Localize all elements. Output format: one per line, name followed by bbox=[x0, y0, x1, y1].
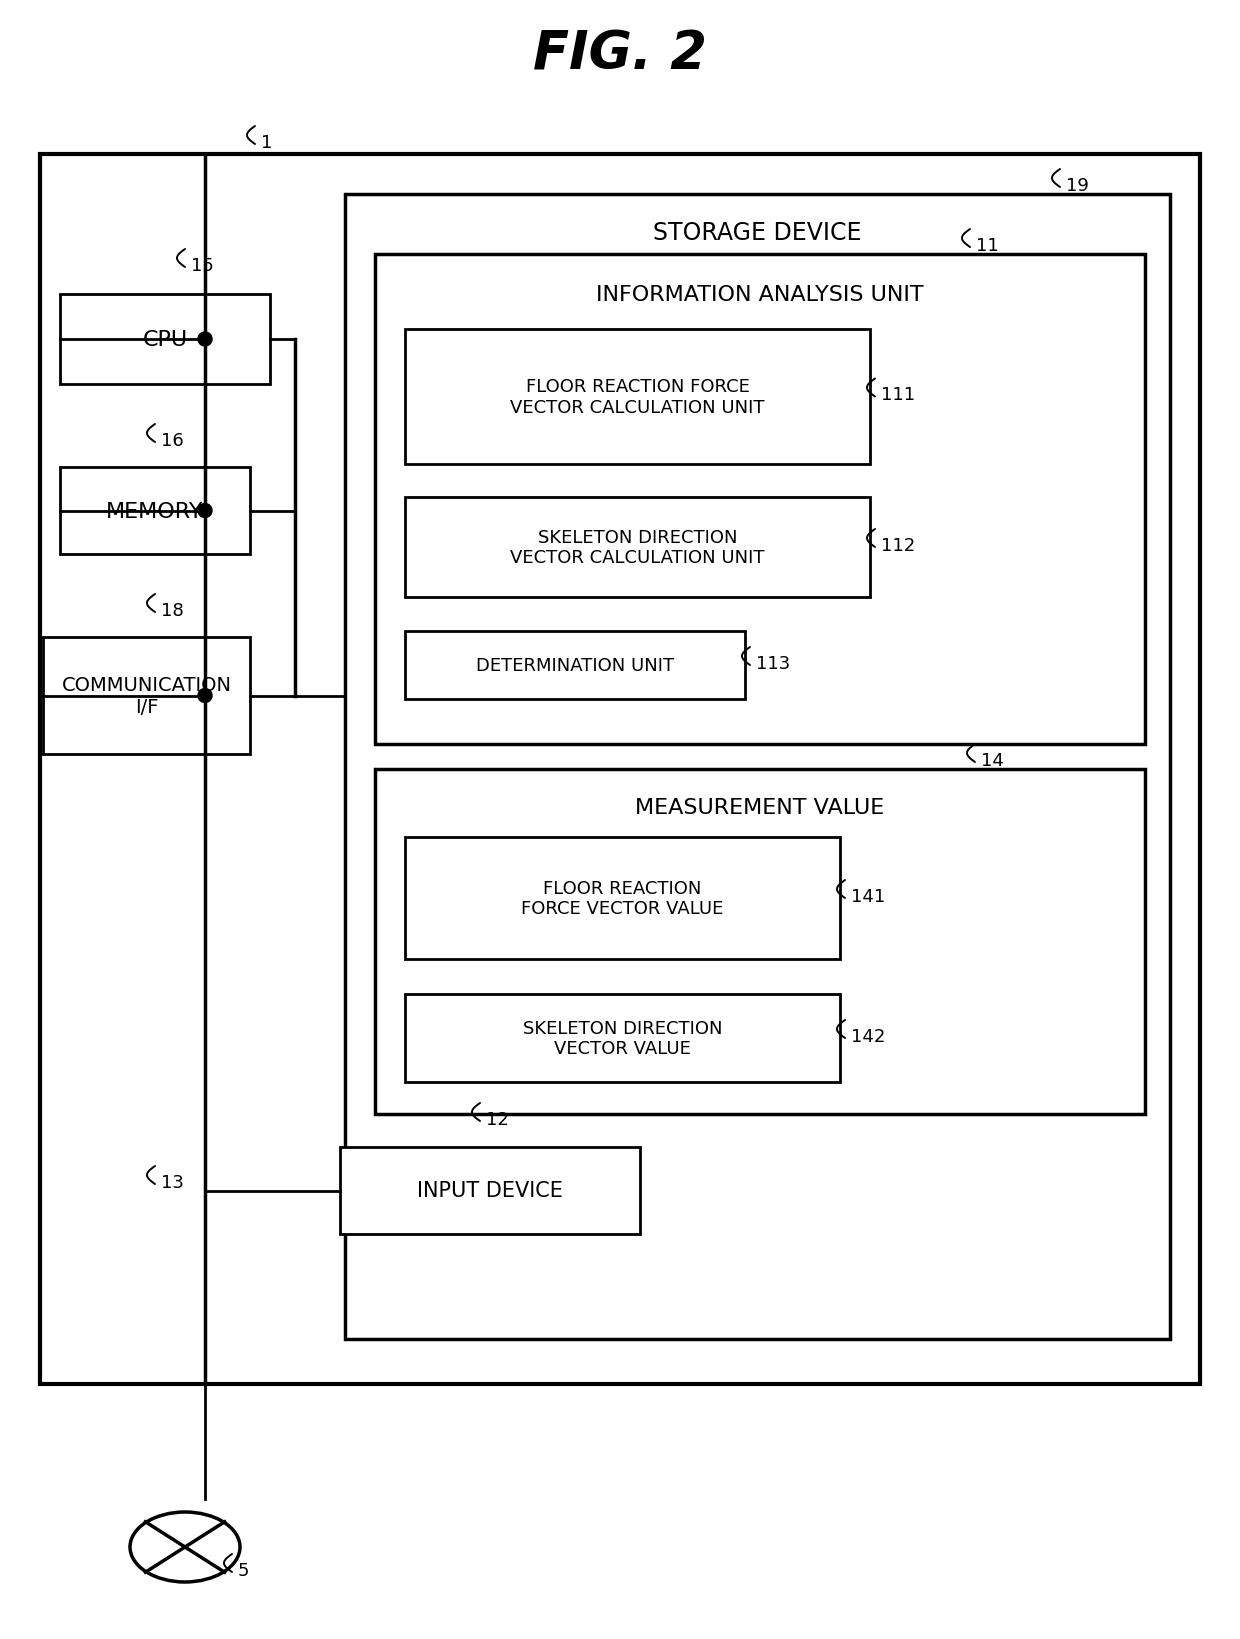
Polygon shape bbox=[40, 156, 1200, 1385]
Polygon shape bbox=[374, 770, 1145, 1115]
Text: 12: 12 bbox=[486, 1110, 508, 1128]
Text: INPUT DEVICE: INPUT DEVICE bbox=[417, 1180, 563, 1201]
Polygon shape bbox=[405, 631, 745, 700]
Text: MEASUREMENT VALUE: MEASUREMENT VALUE bbox=[635, 798, 884, 818]
Text: SKELETON DIRECTION
VECTOR VALUE: SKELETON DIRECTION VECTOR VALUE bbox=[523, 1019, 722, 1057]
Text: 18: 18 bbox=[161, 602, 184, 620]
Text: INFORMATION ANALYSIS UNIT: INFORMATION ANALYSIS UNIT bbox=[596, 285, 924, 305]
Text: FLOOR REACTION FORCE
VECTOR CALCULATION UNIT: FLOOR REACTION FORCE VECTOR CALCULATION … bbox=[510, 379, 765, 416]
Text: COMMUNICATION
I/F: COMMUNICATION I/F bbox=[62, 675, 232, 716]
Text: 19: 19 bbox=[1066, 177, 1089, 195]
Polygon shape bbox=[374, 254, 1145, 744]
Polygon shape bbox=[340, 1147, 640, 1234]
Polygon shape bbox=[405, 995, 839, 1082]
Text: 16: 16 bbox=[161, 431, 184, 449]
Circle shape bbox=[198, 505, 212, 518]
Text: DETERMINATION UNIT: DETERMINATION UNIT bbox=[476, 657, 675, 675]
Polygon shape bbox=[43, 638, 250, 754]
Text: 1: 1 bbox=[260, 134, 273, 152]
Text: 141: 141 bbox=[851, 887, 885, 905]
Polygon shape bbox=[60, 467, 250, 554]
Polygon shape bbox=[405, 498, 870, 598]
Text: SKELETON DIRECTION
VECTOR CALCULATION UNIT: SKELETON DIRECTION VECTOR CALCULATION UN… bbox=[510, 528, 765, 567]
Text: 11: 11 bbox=[976, 238, 998, 254]
Text: 15: 15 bbox=[191, 257, 213, 275]
Text: 14: 14 bbox=[981, 752, 1004, 770]
Text: 113: 113 bbox=[756, 654, 790, 672]
Text: 142: 142 bbox=[851, 1028, 885, 1046]
Polygon shape bbox=[345, 195, 1171, 1339]
Polygon shape bbox=[405, 838, 839, 959]
Text: 13: 13 bbox=[161, 1174, 184, 1192]
Text: FLOOR REACTION
FORCE VECTOR VALUE: FLOOR REACTION FORCE VECTOR VALUE bbox=[521, 879, 724, 918]
Text: FIG. 2: FIG. 2 bbox=[533, 30, 707, 80]
Text: CPU: CPU bbox=[143, 329, 187, 349]
Text: 112: 112 bbox=[880, 536, 915, 554]
Text: 111: 111 bbox=[880, 387, 915, 405]
Text: MEMORY: MEMORY bbox=[107, 502, 203, 521]
Polygon shape bbox=[405, 329, 870, 465]
Text: 5: 5 bbox=[238, 1560, 249, 1578]
Circle shape bbox=[198, 688, 212, 703]
Circle shape bbox=[198, 333, 212, 347]
Text: STORAGE DEVICE: STORAGE DEVICE bbox=[653, 221, 862, 244]
Polygon shape bbox=[60, 295, 270, 385]
